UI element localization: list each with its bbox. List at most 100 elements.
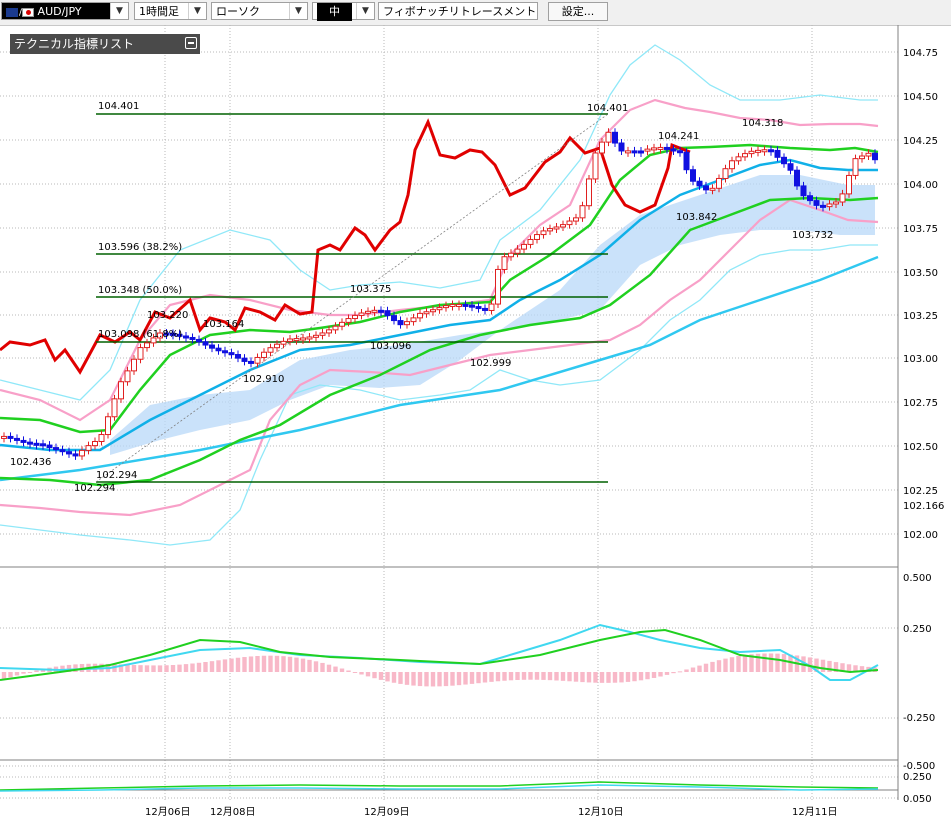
macd-axis-tick: -0.500	[903, 761, 935, 772]
macd-histogram-bar	[814, 658, 819, 672]
candle-body	[306, 336, 313, 340]
candle-body	[222, 350, 228, 354]
candle-body	[228, 352, 235, 356]
candle-body	[137, 347, 144, 360]
macd-histogram-bar	[710, 661, 715, 672]
macd-histogram-bar	[463, 672, 468, 685]
macd-histogram-bar	[209, 661, 215, 672]
candle-body	[683, 151, 690, 171]
candle-body	[794, 169, 800, 187]
bollinger-lower-inner	[0, 198, 879, 517]
macd-histogram-bar	[60, 665, 65, 672]
macd-histogram-bar	[554, 672, 559, 681]
candle-body	[118, 381, 124, 400]
candle-body	[202, 341, 209, 346]
macd-histogram-bar	[443, 672, 449, 687]
minimize-icon[interactable]	[185, 37, 197, 49]
candle-body	[332, 325, 339, 331]
fibo-label-500: 103.348 (50.0%)	[98, 285, 182, 296]
candle-body	[735, 156, 742, 162]
macd-histogram-bar	[8, 672, 13, 678]
macd-histogram-bar	[313, 661, 319, 672]
chevron-down-icon[interactable]: ▼	[188, 3, 206, 19]
chevron-down-icon[interactable]: ▼	[110, 3, 128, 19]
macd-histogram-bar	[664, 672, 670, 675]
macd-histogram-bar	[567, 672, 572, 682]
macd-histogram-bar	[632, 672, 637, 682]
candle-body	[365, 310, 371, 314]
macd-histogram-bar	[320, 662, 325, 672]
macd-histogram-bar	[359, 672, 364, 675]
candle-body	[274, 343, 280, 349]
macd-histogram-bar	[235, 657, 241, 672]
macd-histogram-bar	[573, 672, 579, 682]
macd-histogram-bar	[261, 655, 267, 672]
candle-body	[313, 334, 319, 338]
price-annotation: 102.436	[10, 457, 51, 468]
candle-body	[657, 146, 664, 150]
candle-body	[423, 311, 430, 315]
macd-histogram-bar	[599, 672, 605, 683]
candle-body	[696, 180, 703, 187]
macd-histogram-bar	[242, 657, 247, 672]
fibonacci-lines	[96, 113, 608, 483]
macd-histogram-bar	[508, 672, 514, 681]
candlesticks	[1, 128, 878, 460]
macd-histogram-bar	[684, 669, 689, 672]
drawing-tool-field[interactable]: フィボナッチリトレースメント	[378, 2, 538, 20]
candle-body	[345, 318, 352, 323]
candle-body	[800, 185, 807, 197]
candle-body	[573, 217, 579, 222]
macd-histogram-bar	[281, 656, 286, 672]
macd-histogram-bar	[755, 653, 761, 672]
candle-body	[768, 149, 774, 153]
candle-body	[72, 453, 79, 457]
price-axis-tick: 103.50	[903, 268, 938, 279]
candle-body	[852, 158, 859, 176]
candle-body	[638, 150, 644, 154]
candle-body	[488, 303, 495, 311]
macd-histogram-bar	[222, 659, 228, 672]
chart-area[interactable]: 104.401 103.596 (38.2%) 103.348 (50.0%) …	[0, 25, 951, 821]
fibo-label-382: 103.596 (38.2%)	[98, 242, 182, 253]
candle-body	[716, 177, 722, 189]
candle-body	[839, 193, 846, 203]
macd-histogram-bar	[385, 672, 390, 682]
ma-slow-line	[0, 196, 879, 487]
candle-body	[514, 248, 521, 254]
symbol-select[interactable]: / AUD/JPY ▼	[1, 2, 129, 20]
candle-body	[742, 153, 748, 158]
candle-body	[183, 335, 189, 339]
candle-body	[521, 243, 527, 250]
settings-button[interactable]: 設定...	[548, 2, 608, 21]
timeframe-select[interactable]: 1時間足 ▼	[134, 2, 207, 20]
macd-histogram-bar	[437, 672, 442, 687]
macd-histogram-bar	[307, 659, 312, 672]
current-price-label: 102.166	[903, 501, 944, 512]
chevron-down-icon[interactable]: ▼	[289, 3, 307, 19]
macd-histogram-bar	[255, 656, 260, 672]
candle-body	[358, 312, 365, 316]
candle-body	[501, 256, 508, 270]
size-select[interactable]: 中 ▼	[312, 2, 375, 21]
candle-body	[339, 321, 345, 327]
candle-body	[846, 174, 852, 195]
macd-histogram-bar	[469, 672, 475, 684]
macd-histogram-bar	[482, 672, 488, 683]
macd-signal-line	[0, 628, 879, 681]
toolbar: / AUD/JPY ▼ 1時間足 ▼ ローソク ▼ 中 ▼ フィボナッチリトレー…	[0, 0, 951, 26]
candle-body	[410, 317, 417, 323]
price-axis-tick: 104.00	[903, 180, 938, 191]
osc-axis-tick: 0.250	[903, 772, 932, 783]
chevron-down-icon[interactable]: ▼	[356, 3, 374, 19]
macd-histogram-bar	[164, 665, 169, 672]
candle-body	[807, 195, 813, 202]
candle-body	[722, 168, 729, 179]
candle-body	[495, 268, 501, 305]
candle-body	[176, 333, 183, 337]
price-axis-tick: 103.75	[903, 224, 938, 235]
macd-histogram-bar	[768, 653, 774, 672]
symbol-label: AUD/JPY	[37, 5, 82, 18]
chart-type-select[interactable]: ローソク ▼	[211, 2, 308, 20]
technical-indicator-list-panel[interactable]: テクニカル指標リスト	[10, 34, 200, 54]
